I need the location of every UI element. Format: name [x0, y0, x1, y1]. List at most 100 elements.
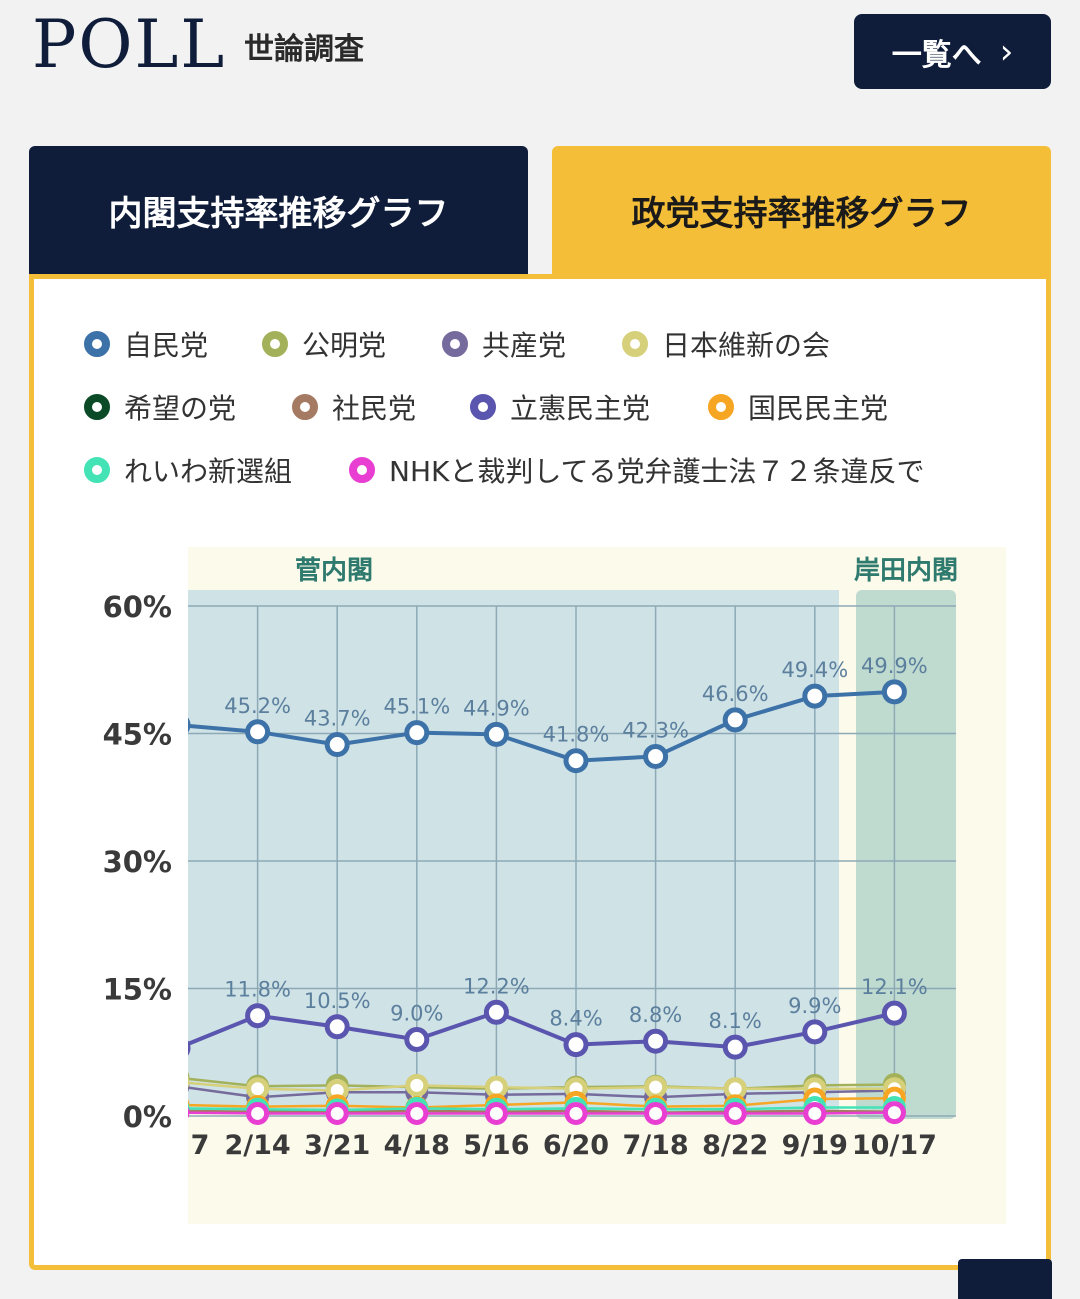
data-point: [802, 683, 828, 709]
legend-item: 希望の党: [84, 387, 236, 427]
legend-label: 社民党: [332, 392, 417, 425]
legend-marker-icon: [349, 457, 375, 483]
era-label: 菅内閣: [295, 556, 373, 586]
legend-item: NHKと裁判してる党弁護士法７２条違反で: [349, 450, 925, 490]
legend-label: 公明党: [302, 329, 387, 362]
legend-item: 公明党: [262, 324, 386, 364]
data-label: 12.2%: [463, 974, 530, 998]
data-point: [405, 1101, 429, 1125]
series-line: [188, 1106, 895, 1112]
data-point: [722, 1034, 748, 1060]
legend-marker-icon: [708, 394, 734, 420]
data-label: 46.6%: [702, 682, 769, 706]
legend-marker-icon: [470, 394, 496, 420]
data-point: [723, 1101, 747, 1125]
data-point: [325, 1101, 349, 1125]
data-label: 42.3%: [622, 718, 689, 742]
data-point: [802, 1019, 828, 1045]
legend-marker-icon: [442, 331, 468, 357]
data-point: [324, 1014, 350, 1040]
page-header: POLL 世論調査 一覧へ ›: [0, 0, 1080, 110]
data-label: 9.9%: [788, 994, 841, 1018]
data-point: [643, 1028, 669, 1054]
data-label: 8.8%: [629, 1003, 682, 1027]
data-point: [484, 1101, 508, 1125]
data-point: [563, 748, 589, 774]
series-line: [188, 1086, 895, 1099]
era-label: 岸田内閣: [854, 556, 958, 586]
tab-party-support[interactable]: 政党支持率推移グラフ: [552, 146, 1051, 274]
data-point: [188, 1040, 191, 1056]
x-tick-label: 4/18: [384, 1130, 450, 1161]
legend-label: れいわ新選組: [124, 455, 293, 488]
series-line: [188, 1081, 895, 1092]
legend-item: 自民党: [84, 324, 208, 364]
y-tick-label: 45%: [103, 718, 172, 752]
data-label: 9.0%: [390, 1002, 443, 1026]
legend-item: 社民党: [292, 387, 416, 427]
data-label: 45.2%: [224, 694, 291, 718]
data-point: [644, 1101, 668, 1125]
poll-logo: POLL: [32, 6, 227, 83]
list-button[interactable]: 一覧へ ›: [854, 14, 1051, 89]
legend-label: 立憲民主党: [510, 392, 651, 425]
x-tick-label: 5/16: [463, 1130, 529, 1161]
data-point: [643, 743, 669, 769]
x-tick-label: 3/21: [304, 1130, 370, 1161]
data-point: [245, 1003, 271, 1029]
data-point: [803, 1101, 827, 1125]
y-tick-label: 30%: [103, 845, 172, 879]
x-tick-label: 2/14: [224, 1130, 290, 1161]
data-point: [404, 720, 430, 746]
data-point: [188, 1076, 190, 1088]
data-point: [246, 1101, 270, 1125]
y-tick-label: 15%: [103, 973, 172, 1007]
scroll-top-button[interactable]: [958, 1259, 1052, 1299]
data-point: [245, 719, 271, 745]
series-line: [188, 1096, 895, 1109]
data-label: 44.9%: [463, 696, 530, 720]
data-point: [483, 721, 509, 747]
legend-label: 希望の党: [124, 392, 237, 425]
list-button-label: 一覧へ: [891, 37, 982, 73]
data-label: 12.1%: [861, 975, 928, 999]
data-point: [483, 999, 509, 1025]
series-line: [188, 1010, 895, 1050]
legend-label: 共産党: [482, 329, 567, 362]
chart-panel: 自民党 公明党 共産党 日本維新の会希望の党 社民党 立憲民主党 国民民主党れいわ新選組 NH…: [29, 274, 1051, 1270]
legend-marker-icon: [292, 394, 318, 420]
x-tick-label: 9/19: [782, 1130, 848, 1161]
legend-label: 日本維新の会: [662, 329, 831, 362]
data-label: 49.4%: [781, 658, 848, 682]
legend-item: 日本維新の会: [622, 324, 830, 364]
series-line: [188, 1109, 895, 1114]
data-label: 45.1%: [383, 695, 450, 719]
data-label: %: [168, 687, 188, 711]
legend-label: NHKと裁判してる党弁護士法７２条違反で: [389, 455, 925, 488]
legend-item: 国民民主党: [708, 387, 888, 427]
legend-marker-icon: [84, 331, 110, 357]
data-point: [644, 1075, 668, 1099]
legend-marker-icon: [84, 457, 110, 483]
data-point: [881, 679, 907, 705]
data-point: [404, 1027, 430, 1052]
tab-cabinet-support[interactable]: 内閣支持率推移グラフ: [29, 146, 528, 274]
x-tick-label: 6/20: [543, 1130, 609, 1161]
era-band-kishida: [856, 590, 956, 1119]
legend-label: 自民党: [124, 329, 209, 362]
data-point: [881, 1000, 907, 1026]
page-subtitle: 世論調査: [244, 32, 364, 67]
series-line: [188, 1111, 895, 1115]
x-tick-label: 7: [191, 1130, 210, 1161]
data-point: [564, 1101, 588, 1125]
data-label: 8.1%: [709, 1009, 762, 1033]
x-tick-label: 8/22: [702, 1130, 768, 1161]
data-point: [405, 1073, 429, 1097]
data-point: [188, 1080, 190, 1092]
legend-marker-icon: [84, 394, 110, 420]
data-point: [722, 707, 748, 733]
data-label: 8.4%: [549, 1007, 602, 1031]
data-label: 11.8%: [224, 978, 291, 1002]
legend-item: 立憲民主党: [470, 387, 650, 427]
data-label: %: [168, 1010, 188, 1034]
